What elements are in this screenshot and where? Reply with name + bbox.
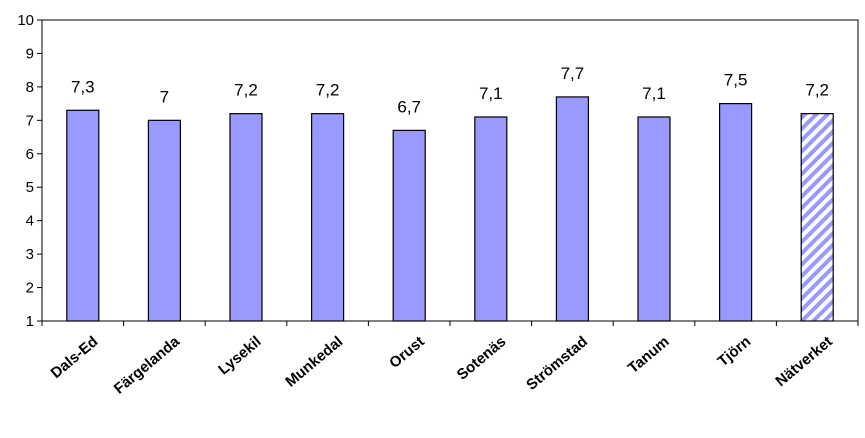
- category-label: Orust: [386, 333, 428, 372]
- data-label: 7,1: [642, 84, 666, 103]
- category-label: Tjörn: [715, 333, 755, 370]
- category-label: Munkedal: [282, 333, 346, 390]
- category-label: Strömstad: [523, 333, 591, 394]
- bar-dals-ed: [66, 109, 100, 322]
- data-label: 7,3: [71, 77, 95, 96]
- y-tick-label: 4: [26, 213, 34, 230]
- category-label: Nätverket: [772, 333, 835, 390]
- category-label: Lysekil: [215, 333, 264, 378]
- data-label: 7,2: [805, 81, 829, 100]
- y-tick-label: 3: [26, 246, 34, 263]
- data-label: 7,5: [724, 71, 748, 90]
- category-label: Sotenäs: [454, 333, 510, 384]
- bar-tanum: [637, 116, 671, 322]
- bar-färgelanda: [147, 119, 181, 322]
- y-tick-label: 5: [26, 179, 34, 196]
- y-tick-label: 1: [26, 313, 34, 330]
- axes: 1 2 3 4 5 6 7 8 9 10: [17, 12, 859, 330]
- data-label: 6,7: [397, 97, 421, 116]
- bar-tjörn: [718, 103, 753, 322]
- category-label: Dals-Ed: [48, 333, 102, 382]
- data-label: 7: [160, 87, 169, 106]
- bars: [66, 96, 834, 322]
- data-label: 7,2: [316, 81, 340, 100]
- category-label: Färgelanda: [111, 333, 184, 398]
- y-tick-label: 9: [26, 45, 34, 62]
- y-tick-label: 6: [26, 146, 34, 163]
- y-tick-label: 7: [26, 112, 34, 129]
- data-label: 7,2: [234, 81, 258, 100]
- bar-sotenäs: [474, 116, 508, 322]
- bar-orust: [392, 129, 426, 322]
- category-label: Tanum: [625, 333, 673, 377]
- bar-lysekil: [229, 113, 263, 322]
- y-tick-label: 2: [26, 280, 34, 297]
- bar-nätverket: [800, 113, 834, 322]
- data-label: 7,7: [561, 64, 585, 83]
- y-tick-label: 10: [17, 12, 34, 29]
- data-label: 7,1: [479, 84, 503, 103]
- bar-munkedal: [311, 113, 345, 322]
- y-tick-label: 8: [26, 79, 34, 96]
- bar-strömstad: [555, 96, 590, 322]
